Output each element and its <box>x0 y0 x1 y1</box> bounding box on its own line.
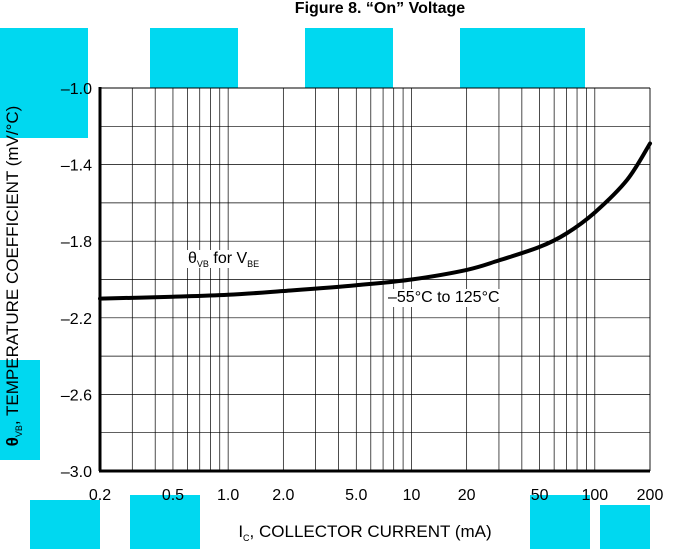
x-tick-label: 0.2 <box>89 487 111 504</box>
series-annotation: θVB for VBE <box>186 250 262 269</box>
y-tick-label: –1.4 <box>61 158 92 175</box>
x-tick-label: 5.0 <box>345 487 367 504</box>
annotation-v-sub: BE <box>247 259 260 269</box>
y-tick-label: –1.8 <box>61 234 92 251</box>
y-axis-symbol-sub: VB <box>14 425 24 438</box>
annotation-theta: θ <box>188 250 197 267</box>
series-line <box>98 141 652 301</box>
annotation-theta-sub: VB <box>196 259 209 269</box>
y-axis-symbol: θ <box>3 437 22 447</box>
x-tick-label: 200 <box>637 487 664 504</box>
x-tick-label: 0.5 <box>162 487 184 504</box>
x-tick-label: 100 <box>581 487 608 504</box>
figure-title: Figure 8. “On” Voltage <box>294 0 466 17</box>
y-tick-label: –2.6 <box>61 387 92 404</box>
x-axis-title: IC, COLLECTOR CURRENT (mA) <box>200 522 530 543</box>
x-tick-label: 2.0 <box>272 487 294 504</box>
y-axis-label: , TEMPERATURE COEFFICIENT (mV/°C) <box>3 105 22 426</box>
x-tick-label: 20 <box>458 487 476 504</box>
x-tick-label: 50 <box>531 487 549 504</box>
x-tick-label: 1.0 <box>217 487 239 504</box>
y-tick-label: –2.2 <box>61 311 92 328</box>
y-tick-label: –3.0 <box>61 464 92 481</box>
x-tick-label: 10 <box>403 487 421 504</box>
x-axis-label: , COLLECTOR CURRENT (mA) <box>249 522 492 541</box>
temperature-range-annotation: –55°C to 125°C <box>386 289 502 307</box>
annotation-middle: for V <box>208 250 248 267</box>
y-tick-label: –1.0 <box>61 81 92 98</box>
x-axis-symbol-sub: C <box>243 533 250 543</box>
x-axis-symbol: I <box>238 522 244 541</box>
